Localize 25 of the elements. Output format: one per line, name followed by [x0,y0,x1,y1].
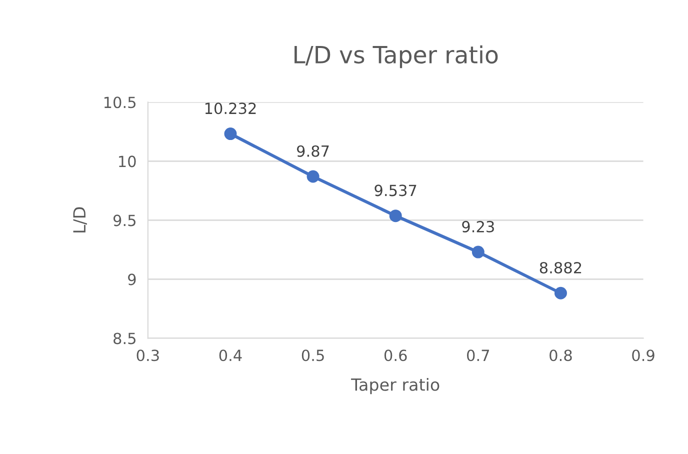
y-tick-label: 10 [119,156,136,168]
y-tick-label: 8.5 [114,332,136,344]
point [306,170,320,183]
point [554,286,567,300]
point [389,210,402,222]
y-axis-title: L/D [73,207,87,232]
chart-title: L/D vs Taper ratio [294,45,498,68]
y-tick-label: 9.5 [113,214,136,226]
y-tick-label: 10.5 [104,96,136,108]
point [224,128,237,140]
data-label: 9.87 [296,145,329,157]
data-label: 9.537 [374,184,416,196]
x-tick-label: 0.4 [219,350,242,362]
x-axis-title: Taper ratio [351,378,440,394]
x-tick-label: 0.6 [384,350,407,362]
y-tick-label: 9 [128,274,136,286]
x-tick-label: 0.3 [136,350,159,362]
data-label: 9.23 [462,220,494,232]
x-tick-label: 0.7 [467,350,490,362]
data-label: 10.232 [205,102,256,114]
x-tick-label: 0.9 [632,350,654,362]
x-tick-label: 0.5 [302,350,324,362]
x-tick-label: 0.8 [550,350,572,362]
data-label: 8.882 [540,262,582,274]
point [472,246,484,258]
